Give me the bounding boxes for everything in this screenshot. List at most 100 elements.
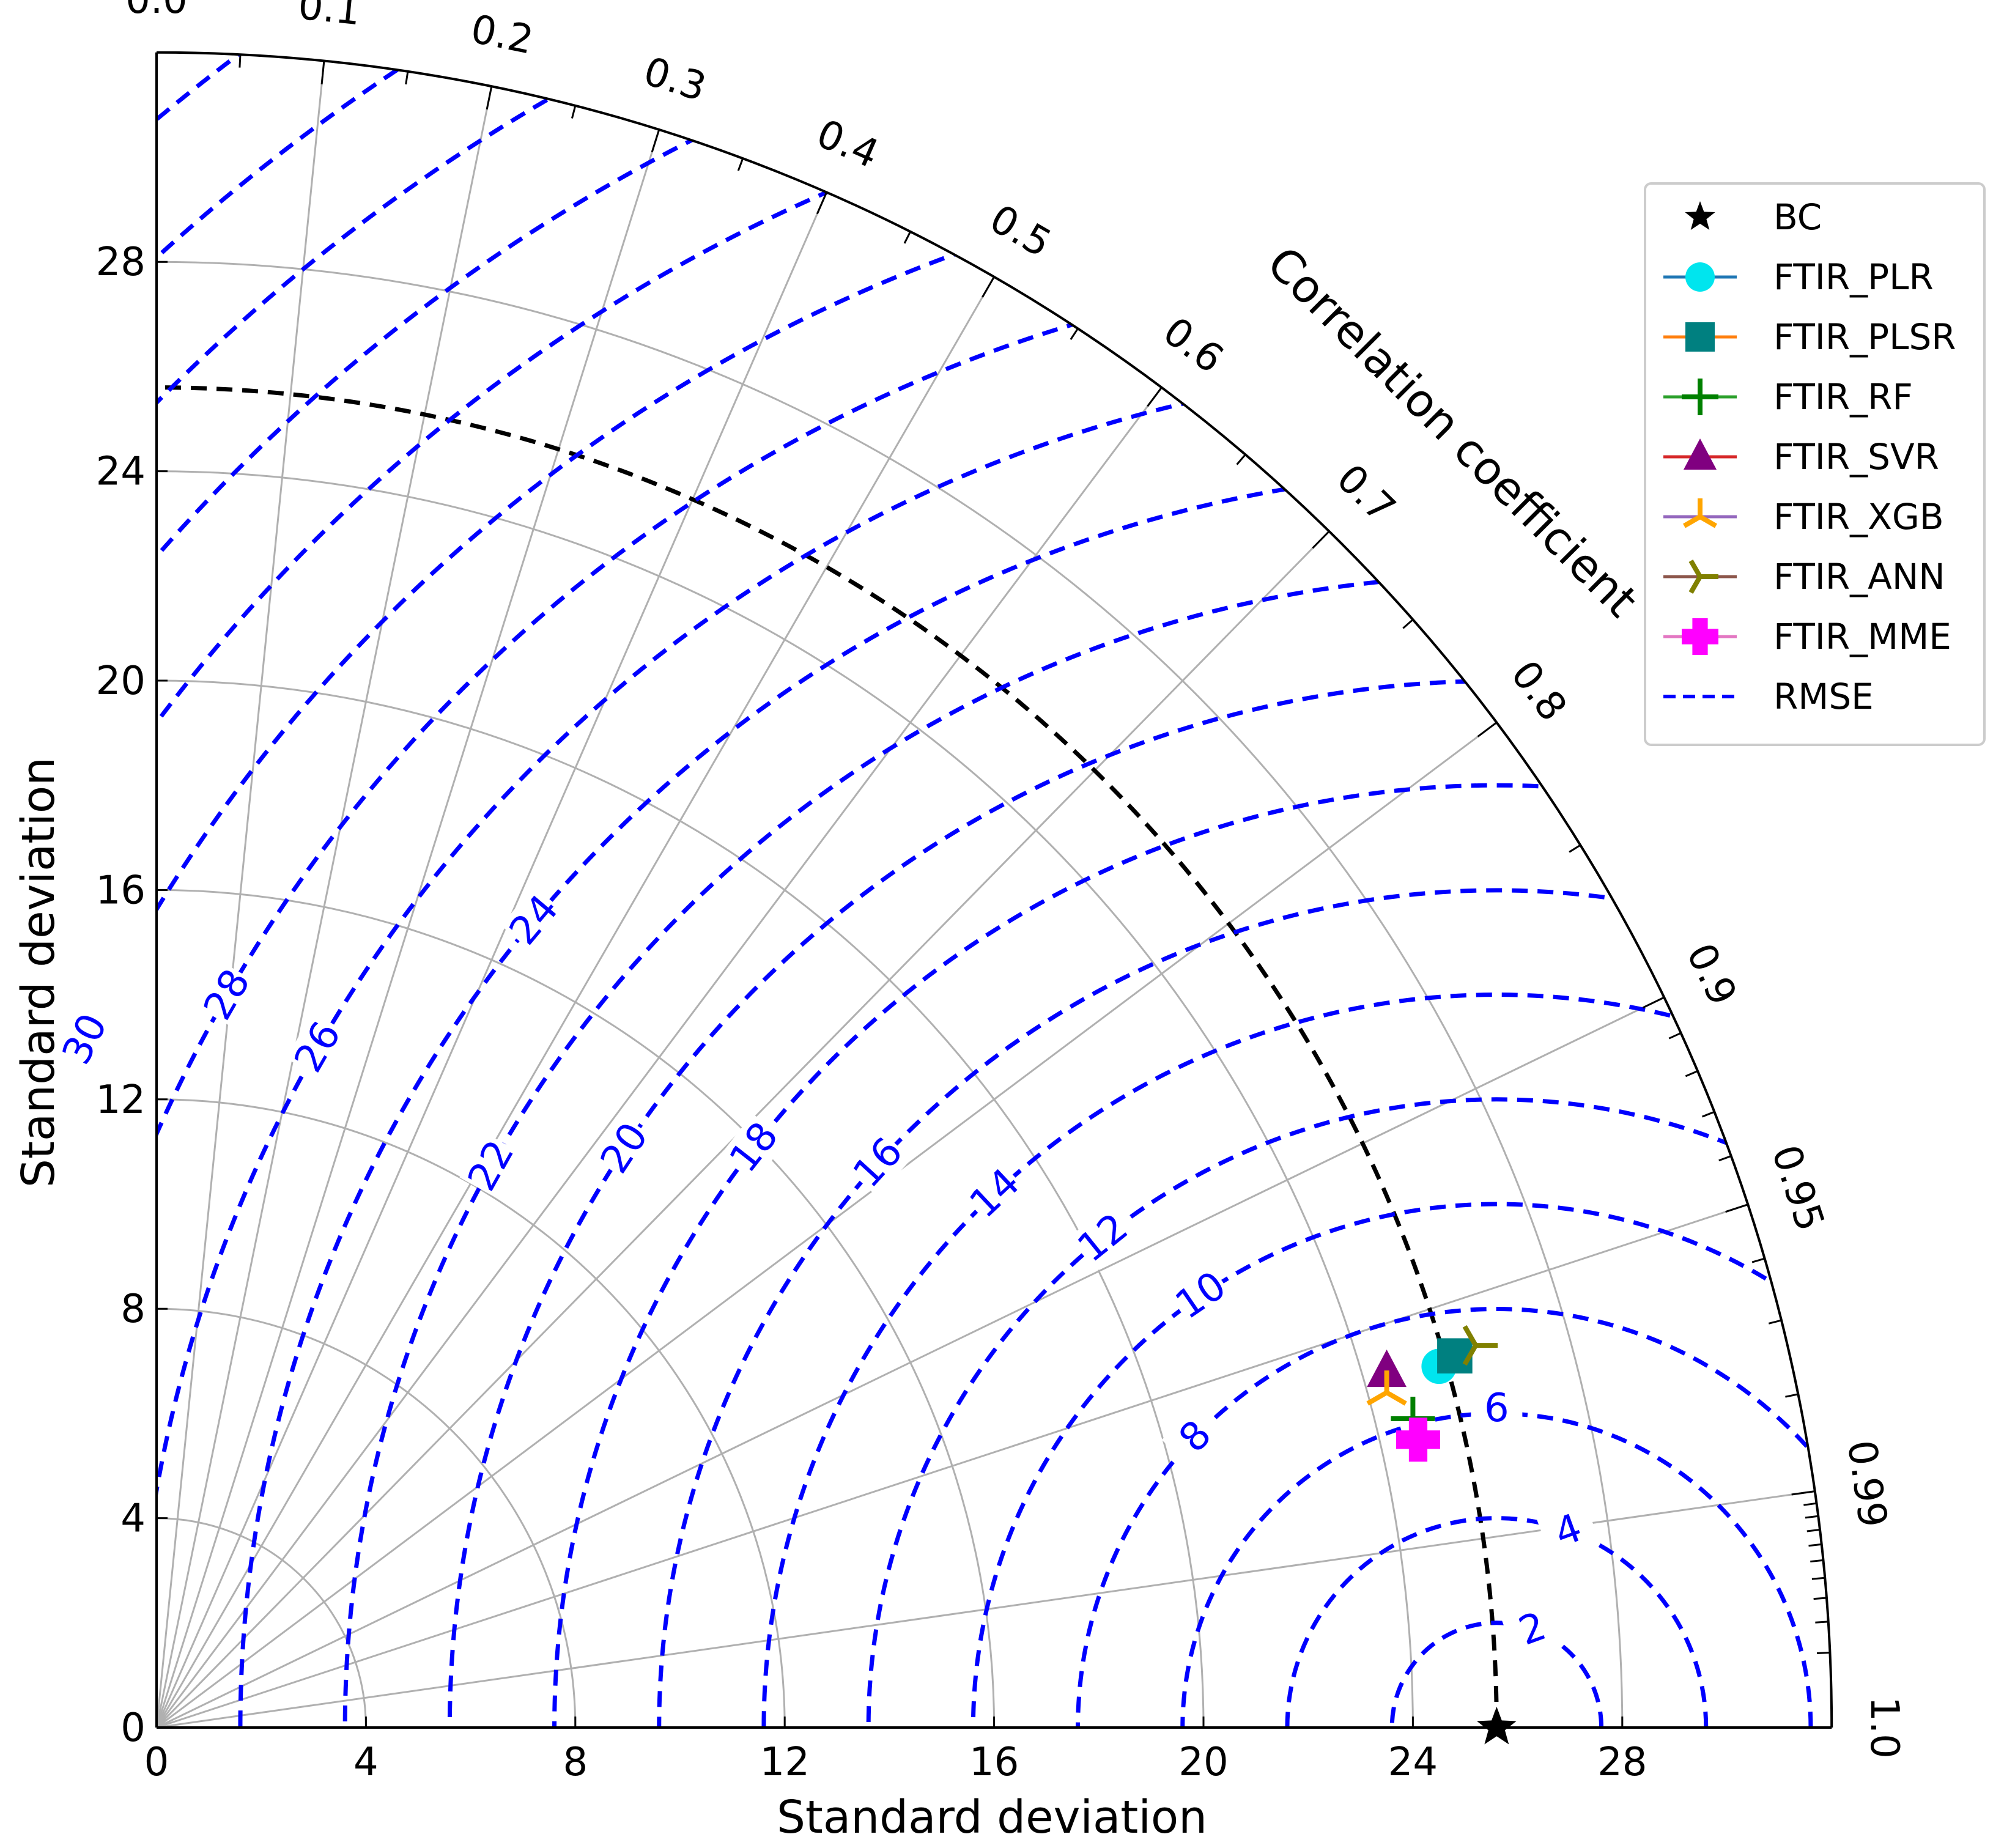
- y-tick-label: 28: [96, 240, 146, 285]
- std-grid-arc: [156, 470, 1414, 1728]
- tri-up-marker: [1366, 1370, 1407, 1406]
- rmse-label: 22: [459, 1133, 523, 1199]
- triangle-marker: [1684, 438, 1717, 470]
- correlation-minor-tick: [1751, 1257, 1765, 1263]
- rmse-contour: [552, 783, 1832, 1728]
- tri-right-marker: [1688, 560, 1718, 594]
- y-tick-label: 4: [120, 1496, 146, 1542]
- legend-label: FTIR_PLR: [1773, 256, 1934, 298]
- correlation-minor-tick: [1236, 454, 1246, 465]
- y-tick-label: 8: [120, 1287, 146, 1332]
- correlation-minor-tick: [1070, 328, 1079, 341]
- rmse-contour: [1285, 1516, 1709, 1728]
- correlation-minor-tick: [1402, 619, 1414, 629]
- correlation-minor-tick: [1785, 1393, 1799, 1398]
- axes-frame: [155, 51, 1833, 1729]
- rmse-labels: 246810121416182022242628303234363840: [54, 886, 1600, 1659]
- x-tick-label: 20: [1178, 1740, 1228, 1785]
- tri-arm: [1385, 1390, 1407, 1406]
- x-tick-label: 28: [1597, 1740, 1647, 1785]
- correlation-minor-tick: [1805, 1515, 1819, 1519]
- rmse-label-mask: [845, 1129, 912, 1197]
- filled-plus-marker: [1396, 1417, 1440, 1462]
- tri-arm: [1366, 1390, 1388, 1406]
- x-tick-label: 8: [563, 1740, 588, 1785]
- correlation-major-tick: [1312, 530, 1330, 549]
- rmse-contour: [1389, 1621, 1604, 1728]
- tri-arm: [1462, 1325, 1478, 1347]
- correlation-minor-tick: [1718, 1155, 1732, 1162]
- correlation-minor-tick: [737, 158, 744, 171]
- correlation-grid-ray: [155, 191, 828, 1728]
- legend-frame: [1644, 182, 1986, 746]
- correlation-minor-tick: [1811, 1576, 1825, 1580]
- model-points: [1366, 1325, 1517, 1745]
- tri-up-marker: [1683, 498, 1717, 528]
- x-tick-label: 24: [1388, 1740, 1438, 1785]
- rmse-contour: [1076, 1306, 1832, 1728]
- legend-label: FTIR_MME: [1773, 616, 1951, 657]
- tri-arm: [1698, 514, 1717, 528]
- correlation-tick-label: 1.0: [1862, 1696, 1907, 1759]
- correlation-tick-label: 0.95: [1762, 1140, 1833, 1236]
- rmse-label: 12: [1070, 1205, 1137, 1271]
- correlation-minor-tick: [571, 105, 577, 119]
- x-tick-label: 12: [760, 1740, 809, 1785]
- correlation-major-tick: [982, 276, 995, 298]
- correlation-axis-label: Correlation coefficient: [1257, 237, 1647, 627]
- star-marker: [1477, 1707, 1517, 1745]
- triangle-marker: [1367, 1349, 1407, 1388]
- correlation-tick-label: 0.7: [1328, 456, 1403, 532]
- correlation-tick-label: 0.2: [467, 7, 538, 64]
- tri-arm: [1462, 1344, 1478, 1366]
- legend-label: FTIR_PLSR: [1773, 316, 1956, 358]
- rmse-label-mask: [54, 1006, 117, 1072]
- legend-label: FTIR_ANN: [1773, 556, 1945, 597]
- rmse-label: 20: [592, 1115, 657, 1181]
- rmse-label-mask: [1471, 1386, 1523, 1430]
- correlation-tick-label: 0.99: [1838, 1438, 1895, 1531]
- correlation-grid-ray: [156, 996, 1665, 1729]
- y-tick-label: 24: [96, 449, 146, 495]
- correlation-minor-tick: [1668, 1032, 1682, 1040]
- x-tick-label: 4: [353, 1740, 379, 1785]
- x-tick-label: 16: [969, 1740, 1019, 1785]
- correlation-tick-label: 0.1: [296, 0, 363, 34]
- rmse-contour: [657, 887, 1832, 1728]
- correlation-major-tick: [816, 191, 828, 215]
- correlation-minor-tick: [1768, 1319, 1782, 1325]
- correlation-minor-tick: [1569, 844, 1581, 853]
- grid-layer: [155, 54, 1830, 1729]
- y-axis-label: Standard deviation: [12, 757, 65, 1188]
- rmse-contour: [761, 992, 1832, 1728]
- rmse-contour: [866, 1097, 1832, 1728]
- rmse-label-mask: [961, 1159, 1029, 1227]
- correlation-tick-label: 0.4: [810, 111, 885, 178]
- circle-marker: [1685, 262, 1715, 292]
- correlation-grid-ray: [155, 276, 995, 1728]
- rmse-label-mask: [459, 1133, 523, 1199]
- rmse-label-mask: [1536, 1501, 1600, 1561]
- reference-std-arc: [156, 385, 1499, 1728]
- y-tick-label: 0: [120, 1706, 146, 1751]
- rmse-label: 24: [501, 886, 568, 953]
- correlation-major-tick: [1477, 722, 1498, 737]
- square-marker: [1685, 322, 1715, 352]
- rmse-label: 26: [286, 1014, 350, 1080]
- correlation-minor-tick: [405, 71, 409, 85]
- filled-plus-marker: [1682, 618, 1718, 655]
- correlation-minor-tick: [1808, 1543, 1822, 1547]
- correlation-grid-ray: [155, 129, 660, 1728]
- x-axis-label: Standard deviation: [777, 1791, 1207, 1844]
- y-tick-label: 12: [96, 1077, 146, 1123]
- y-tick-label: 16: [96, 868, 146, 913]
- legend: BC FTIR_PLR FTIR_PLSR FTIR_RF FTIR_SVR FTIR_X…: [1644, 182, 1986, 746]
- correlation-major-tick: [1791, 1490, 1816, 1496]
- correlation-minor-tick: [1806, 1528, 1821, 1532]
- tri-arm: [1688, 575, 1703, 594]
- tri-arm: [1683, 514, 1702, 528]
- std-grid-arc: [156, 679, 1205, 1728]
- correlation-major-tick: [1642, 996, 1665, 1009]
- legend-label: FTIR_XGB: [1773, 496, 1944, 538]
- correlation-tick-label: 0.3: [638, 49, 711, 111]
